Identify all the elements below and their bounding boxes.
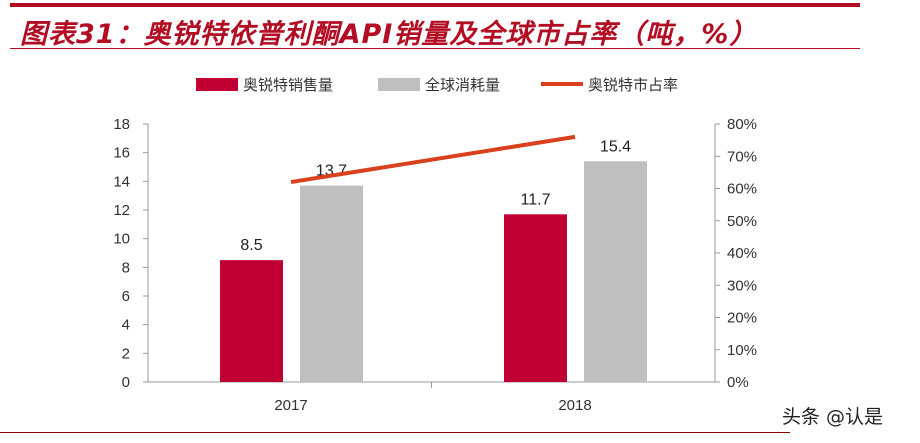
bar-consumption (300, 185, 363, 382)
right-tick-label: 40% (727, 245, 757, 262)
data-label: 15.4 (600, 138, 631, 155)
left-tick-label: 4 (122, 317, 130, 334)
left-tick-label: 18 (113, 116, 130, 133)
right-tick-label: 80% (727, 116, 757, 133)
data-label: 8.5 (240, 237, 262, 254)
left-tick-label: 8 (122, 259, 130, 276)
top-rule (10, 3, 860, 7)
legend-label: 奥锐特销售量 (243, 77, 333, 94)
bar-consumption (584, 161, 647, 382)
left-tick-label: 14 (113, 173, 130, 190)
bottom-rule (0, 432, 790, 433)
right-tick-label: 60% (727, 181, 757, 198)
line-market-share (290, 134, 576, 185)
bar-sales (504, 214, 567, 382)
legend-swatch (196, 78, 238, 91)
legend-label: 全球消耗量 (425, 76, 500, 94)
data-label: 11.7 (521, 191, 551, 208)
right-tick-label: 20% (727, 310, 757, 327)
legend-label: 奥锐特市占率 (588, 77, 678, 94)
left-tick-label: 10 (113, 231, 130, 248)
left-tick-label: 16 (113, 145, 130, 162)
left-tick-label: 6 (122, 288, 130, 305)
chart-title: 图表31：奥锐特依普利酮API销量及全球市占率（吨，%） (20, 19, 758, 50)
x-tick-label: 2018 (558, 397, 591, 414)
right-tick-label: 0% (727, 374, 749, 391)
left-tick-label: 2 (122, 345, 130, 362)
x-tick-label: 2017 (274, 397, 307, 414)
right-tick-label: 70% (727, 148, 757, 165)
left-tick-label: 12 (113, 202, 130, 219)
watermark: 头条 @认是 (782, 406, 884, 428)
left-tick-label: 0 (122, 374, 130, 391)
legend-swatch (378, 78, 420, 91)
bar-sales (220, 260, 283, 382)
title-rule (10, 48, 860, 49)
right-tick-label: 30% (727, 277, 757, 294)
right-tick-label: 50% (727, 213, 757, 230)
right-tick-label: 10% (727, 342, 757, 359)
